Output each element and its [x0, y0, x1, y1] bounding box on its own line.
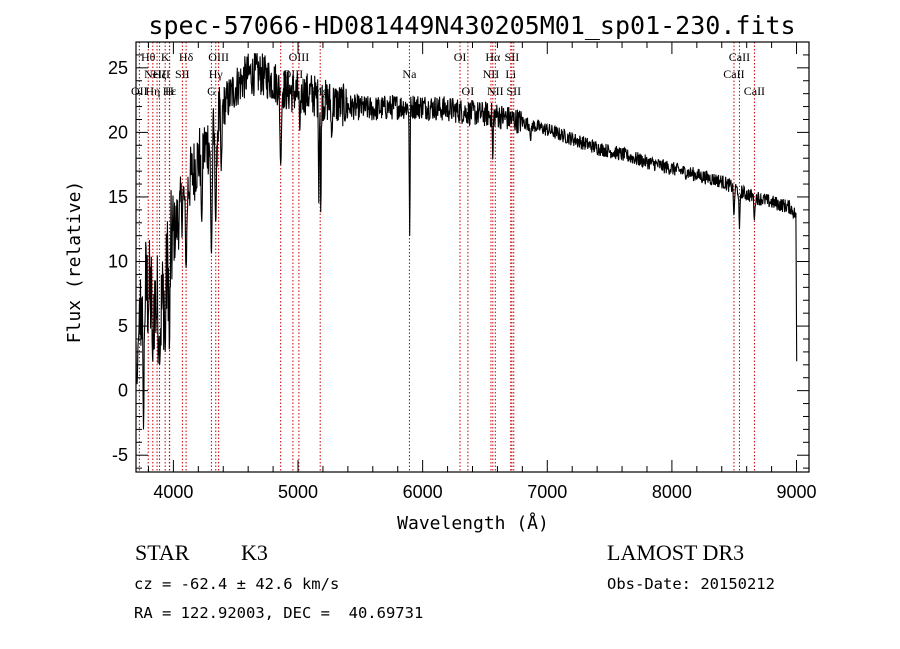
line-marker-label: Hη — [145, 84, 160, 98]
spectral-subclass: K3 — [241, 540, 268, 565]
line-marker-label: Hθ — [141, 50, 156, 64]
line-marker-label: SII — [506, 84, 521, 98]
line-marker-label: SII — [505, 50, 520, 64]
y-tick-label: 15 — [108, 187, 128, 207]
line-marker-label: NII — [487, 84, 504, 98]
y-axis-label: Flux (relative) — [64, 181, 85, 344]
redshift-value: cz = -62.4 ± 42.6 km/s — [134, 575, 340, 593]
y-tick-label: 20 — [108, 122, 128, 142]
line-marker-label: OII — [131, 84, 148, 98]
line-marker-label: CaII — [744, 84, 765, 98]
line-marker-label: Hδ — [179, 50, 194, 64]
survey-name: LAMOST DR3 — [607, 540, 745, 565]
line-marker-label: SII — [175, 67, 190, 81]
line-marker-label: OI — [462, 84, 475, 98]
spectrum-series — [136, 53, 798, 430]
observation-date: Obs-Date: 20150212 — [607, 575, 775, 593]
x-tick-label: 7000 — [527, 482, 567, 502]
x-tick-label: 4000 — [153, 482, 193, 502]
line-marker-label: H — [165, 84, 174, 98]
spectrum-line — [136, 53, 798, 430]
line-marker-label: Li — [505, 67, 516, 81]
line-marker-label: NeIII — [144, 67, 170, 81]
line-marker-label: OIII — [208, 50, 229, 64]
y-tick-label: 0 — [118, 381, 128, 401]
x-axis-label: Wavelength (Å) — [397, 512, 549, 534]
chart-title: spec-57066-HD081449N430205M01_sp01-230.f… — [148, 11, 795, 40]
y-tick-label: 10 — [108, 252, 128, 272]
y-tick-label: 5 — [118, 316, 128, 336]
line-marker-label: OIII — [289, 50, 310, 64]
line-marker-label: G — [207, 84, 216, 98]
line-marker-label: Hγ — [209, 67, 224, 81]
x-tick-label: 9000 — [777, 482, 817, 502]
y-tick-label: 25 — [108, 58, 128, 78]
line-marker-label: OI — [454, 50, 467, 64]
x-tick-label: 6000 — [403, 482, 443, 502]
line-marker-label: Hα — [485, 50, 501, 64]
x-tick-label: 8000 — [652, 482, 692, 502]
x-tick-label: 5000 — [278, 482, 318, 502]
line-marker-label: CaII — [723, 67, 744, 81]
axis-ticks: 4000 5000 6000 7000 8000 9000 -5 0 5 10 15 20 25 — [108, 41, 817, 502]
line-marker-label: CaII — [729, 50, 750, 64]
line-marker-label: Hε — [163, 84, 177, 98]
coordinates: RA = 122.92003, DEC = 40.69731 — [134, 604, 424, 622]
plot-frame — [135, 41, 810, 473]
line-marker-label: K — [161, 50, 170, 64]
object-class: STAR — [135, 540, 190, 565]
line-marker-label: Na — [402, 67, 417, 81]
line-marker-labels: OIIHθHηNeIIIHζKHHεSIIHδGHγOIIIHβOIIIOIII… — [131, 50, 765, 98]
line-marker-label: Hζ — [153, 67, 167, 81]
y-tick-label: -5 — [112, 445, 128, 465]
line-marker-label: NII — [483, 67, 500, 81]
